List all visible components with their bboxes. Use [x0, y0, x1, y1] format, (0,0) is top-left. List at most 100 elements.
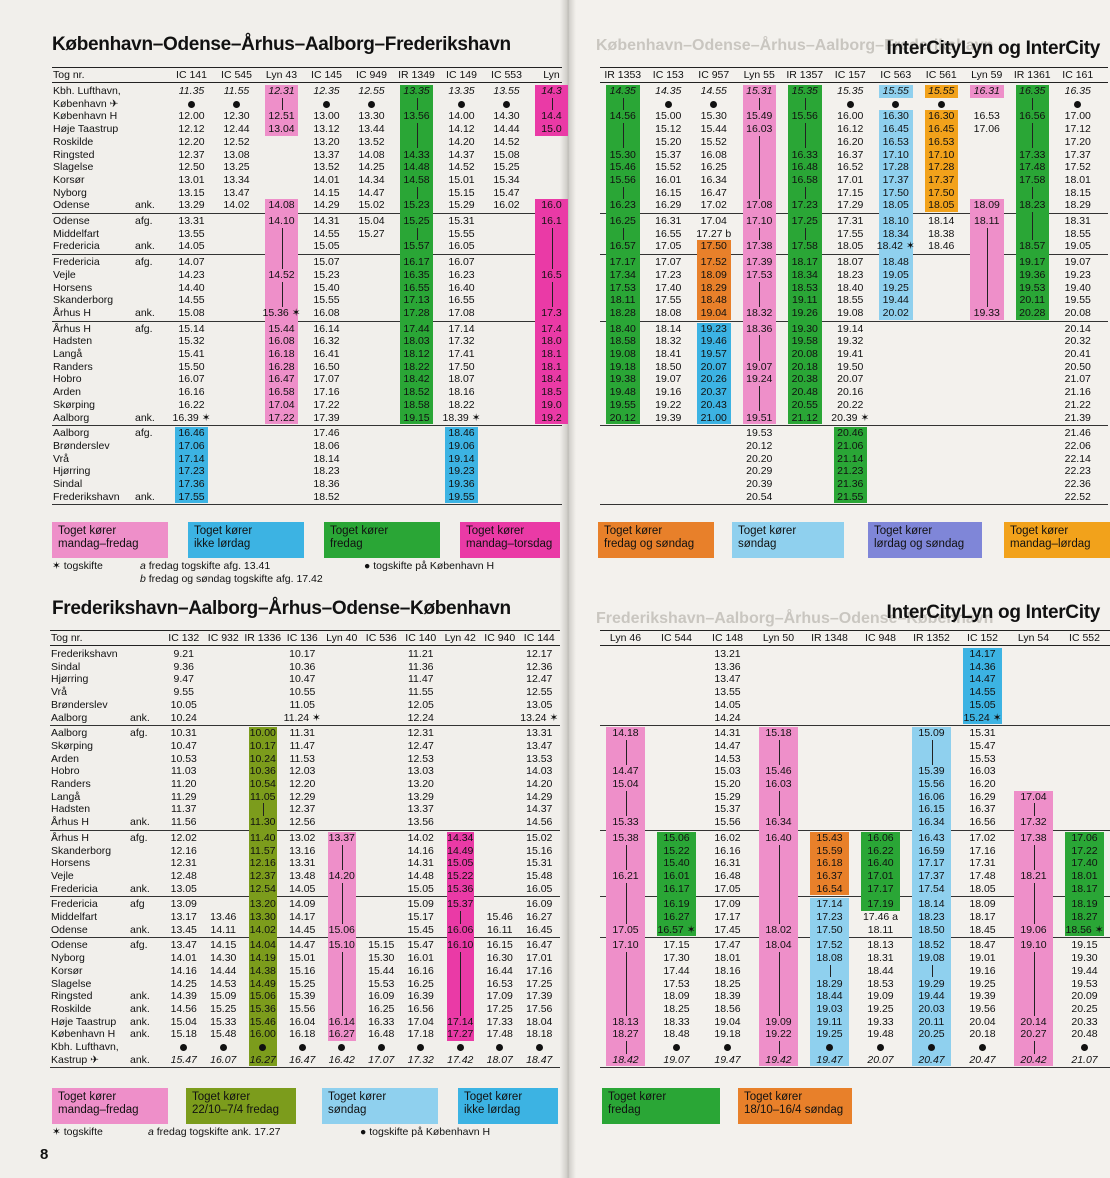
departure-time: 19.01: [969, 952, 996, 965]
station-name: Aalborg: [51, 711, 88, 724]
departure-time: 17.52: [700, 256, 727, 269]
departure-time: 14.07: [178, 256, 205, 269]
pass-through-line: [1032, 186, 1034, 200]
departure-time: 21.36: [837, 478, 864, 490]
departure-time: 17.27: [447, 1028, 474, 1041]
departure-time: 20.09: [1071, 990, 1098, 1003]
departure-time: 15.08: [178, 306, 205, 319]
departure-time: 13.56: [407, 816, 434, 829]
departure-time: 13.35: [448, 85, 475, 97]
change-at-kbh-marker: [877, 1044, 884, 1051]
departure-time: 18.48: [663, 1028, 690, 1041]
departure-time: 15.43: [816, 831, 843, 844]
departure-time: 11.21: [408, 648, 434, 660]
departure-time: 17.53: [746, 268, 773, 281]
departure-time: 15.15: [448, 186, 475, 199]
departure-time: 17.32: [1020, 816, 1047, 829]
departure-time: 20.54: [746, 490, 773, 503]
departure-time: 18.06: [313, 439, 340, 452]
departure-time: 14.30: [210, 952, 237, 965]
departure-time: 16.07: [178, 373, 205, 386]
departure-time: 17.01: [837, 173, 864, 186]
departure-time: 20.28: [1019, 306, 1046, 319]
departure-time: 14.03: [526, 765, 553, 778]
train-number: IC 136: [286, 632, 318, 644]
departure-time: 20.14: [1020, 1015, 1047, 1028]
departure-time: 13.35: [403, 85, 430, 97]
departure-time: 21.06: [837, 439, 864, 452]
departure-time: 14.56: [170, 1002, 197, 1015]
pass-through-line: [804, 97, 806, 111]
departure-time: 17.28: [882, 161, 909, 174]
departure-time: 16.25: [609, 215, 636, 227]
departure-time: 16.06: [918, 790, 945, 803]
departure-time: 15.31: [526, 857, 553, 870]
departure-time: 19.18: [609, 360, 636, 373]
departure-time: 17.17: [918, 857, 945, 870]
departure-time: 19.25: [867, 1002, 894, 1015]
station-name: Fredericia: [53, 240, 100, 253]
train-number: Lyn 54: [1017, 632, 1050, 644]
departure-time: 15.31: [746, 85, 773, 97]
legend-swatch: Toget kører mandag–fredag: [52, 1088, 168, 1124]
station-name: Randers: [53, 360, 93, 373]
pass-through-line: [460, 952, 462, 1016]
departure-time: 10.36: [289, 660, 316, 673]
group-separator: [600, 254, 1108, 256]
departure-time: 16.16: [407, 964, 434, 977]
legend-swatch: Toget kører fredag: [602, 1088, 720, 1124]
train-color-band: [265, 85, 298, 136]
departure-time: 20.08: [791, 348, 818, 360]
legend-swatch: Toget kører mandag–lørdag: [1004, 522, 1110, 558]
departure-time: 13.56: [403, 110, 430, 123]
pass-through-line: [416, 227, 418, 241]
departure-time: 17.06: [178, 439, 205, 452]
pass-through-line: [778, 844, 780, 924]
departure-time: 16.15: [655, 186, 682, 199]
departure-time: 15.35: [837, 85, 864, 97]
departure-time: 18.13: [867, 939, 894, 952]
departure-time: 15.47: [170, 1053, 197, 1066]
group-separator: [600, 213, 1108, 214]
station-name: Langå: [51, 790, 81, 803]
departure-time: 17.02: [969, 831, 996, 844]
departure-time: 17.58: [791, 240, 818, 253]
departure-time: 12.29: [289, 790, 316, 803]
pass-through-line: [931, 964, 933, 978]
change-at-kbh-marker: [937, 100, 945, 108]
departure-time: 15.35: [791, 85, 818, 97]
departure-time: 19.08: [609, 348, 636, 360]
legend-swatch: Toget kører fredag: [324, 522, 440, 558]
departure-time: 17.04: [1020, 790, 1047, 803]
departure-time: 10.47: [289, 673, 316, 686]
departure-time: 16.00: [837, 110, 864, 123]
departure-time: 15.18: [170, 1028, 197, 1041]
departure-time: 18.23: [313, 465, 340, 478]
departure-time: 15.30: [368, 952, 395, 965]
departure-time: 15.33: [612, 816, 639, 829]
departure-time: 15.15: [368, 939, 395, 952]
departure-time: 22.14: [1064, 452, 1091, 465]
departure-time: 13.55: [493, 85, 520, 97]
departure-time: 13.53: [526, 752, 553, 765]
station-name: Vrå: [53, 452, 69, 465]
departure-time: 18.13: [612, 1015, 639, 1028]
train-color-band: [697, 322, 731, 425]
train-color-band: [970, 85, 1004, 98]
pass-through-line: [1033, 882, 1035, 924]
departure-time: 17.41: [448, 348, 475, 360]
departure-time: 19.48: [609, 386, 636, 399]
departure-time: 16.37: [816, 869, 843, 882]
departure-time: 14.12: [448, 123, 475, 136]
pass-through-line: [759, 281, 761, 307]
departure-time: 15.31: [448, 215, 475, 227]
departure-time: 19.55: [609, 398, 636, 411]
departure-time: 21.46: [1064, 427, 1091, 440]
departure-time: 16.04: [289, 1015, 316, 1028]
departure-time: 19.11: [816, 1015, 843, 1028]
train-number: IR 1349: [398, 69, 435, 81]
departure-time: 19.15: [403, 411, 430, 424]
departure-time: 17.07: [655, 256, 682, 269]
departure-time: 13.01: [178, 173, 205, 186]
departure-time: 12.47: [526, 673, 553, 686]
